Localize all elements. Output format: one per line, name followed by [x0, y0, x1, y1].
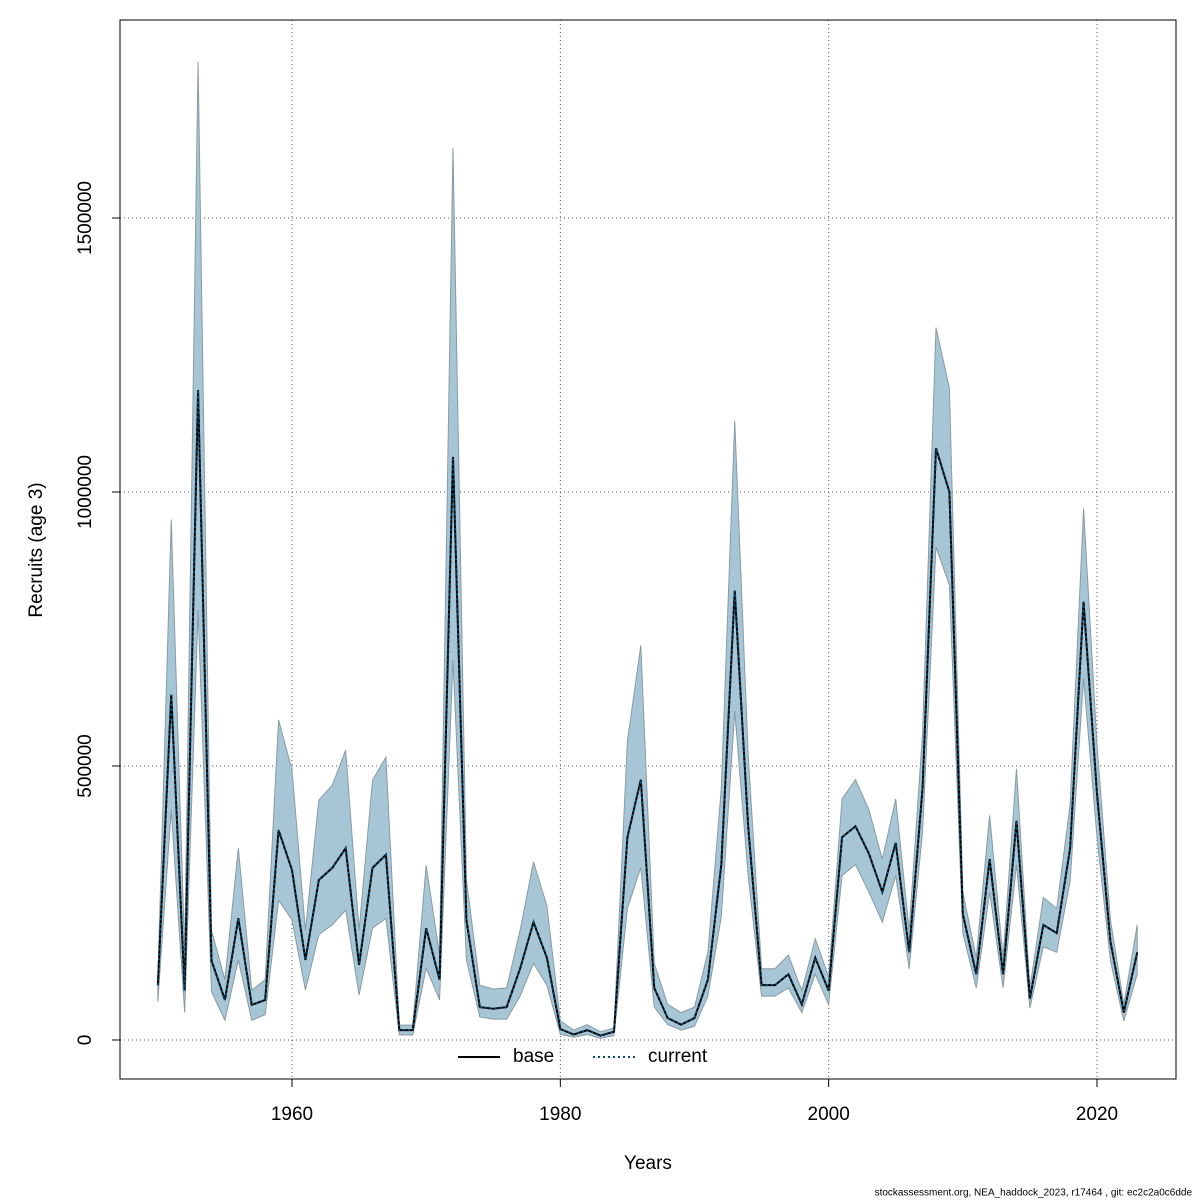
footnote: stockassessment.org, NEA_haddock_2023, r… — [875, 1188, 1193, 1199]
series-line — [156, 390, 1139, 1037]
x-tick-label: 1980 — [539, 1104, 581, 1125]
y-tick-label: 1000000 — [75, 455, 96, 529]
legend-label: current — [648, 1046, 708, 1067]
legend-label: base — [513, 1046, 554, 1067]
y-tick-label: 0 — [75, 1035, 96, 1046]
y-tick-label: 1500000 — [75, 181, 96, 255]
x-axis-label: Years — [624, 1153, 672, 1174]
x-tick-label: 2020 — [1076, 1104, 1118, 1125]
x-tick-label: 2000 — [808, 1104, 850, 1125]
x-tick-label: 1960 — [271, 1104, 313, 1125]
y-axis-label: Recruits (age 3) — [26, 482, 47, 617]
plot-frame — [119, 19, 1177, 1080]
y-tick-label: 500000 — [75, 734, 96, 797]
confidence-band — [157, 61, 1138, 1039]
